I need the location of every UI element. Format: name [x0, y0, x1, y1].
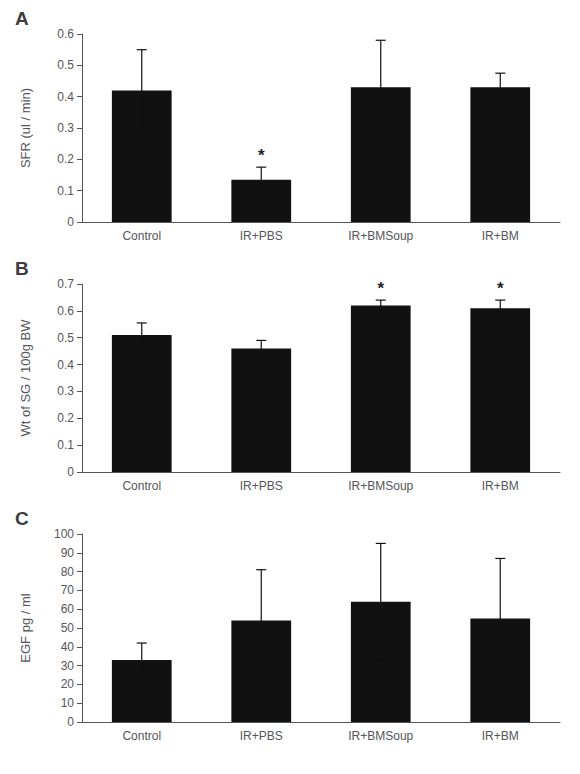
svg-text:0.3: 0.3 — [57, 121, 74, 135]
svg-text:0: 0 — [67, 465, 74, 479]
svg-text:60: 60 — [61, 602, 75, 616]
svg-text:0.1: 0.1 — [57, 438, 74, 452]
svg-text:0.5: 0.5 — [57, 58, 74, 72]
svg-text:C: C — [15, 508, 29, 529]
svg-text:0.7: 0.7 — [57, 277, 74, 291]
svg-text:IR+BM: IR+BM — [482, 729, 519, 743]
svg-text:100: 100 — [54, 527, 74, 541]
svg-text:*: * — [497, 279, 504, 298]
svg-text:A: A — [15, 8, 29, 29]
svg-text:0.1: 0.1 — [57, 184, 74, 198]
svg-text:50: 50 — [61, 621, 75, 635]
svg-text:0.4: 0.4 — [57, 90, 74, 104]
svg-text:0.6: 0.6 — [57, 304, 74, 318]
svg-text:0.3: 0.3 — [57, 384, 74, 398]
svg-text:SFR (ul / min): SFR (ul / min) — [18, 88, 33, 168]
svg-text:0: 0 — [67, 215, 74, 229]
svg-text:Control: Control — [122, 229, 161, 243]
svg-text:80: 80 — [61, 565, 75, 579]
svg-text:0.2: 0.2 — [57, 152, 74, 166]
svg-text:IR+BMSoup: IR+BMSoup — [348, 729, 413, 743]
svg-text:Control: Control — [122, 479, 161, 493]
svg-text:0.6: 0.6 — [57, 27, 74, 41]
svg-text:90: 90 — [61, 546, 75, 560]
svg-text:IR+BM: IR+BM — [482, 229, 519, 243]
svg-text:Wt of SG / 100g BW: Wt of SG / 100g BW — [18, 319, 33, 437]
svg-text:IR+BMSoup: IR+BMSoup — [348, 479, 413, 493]
svg-text:IR+PBS: IR+PBS — [240, 479, 283, 493]
svg-text:IR+PBS: IR+PBS — [240, 229, 283, 243]
svg-text:0.2: 0.2 — [57, 411, 74, 425]
svg-text:30: 30 — [61, 659, 75, 673]
svg-text:*: * — [258, 146, 265, 165]
svg-text:10: 10 — [61, 696, 75, 710]
svg-text:0.5: 0.5 — [57, 331, 74, 345]
svg-text:20: 20 — [61, 677, 75, 691]
svg-text:EGF pg / ml: EGF pg / ml — [18, 593, 33, 662]
svg-text:IR+BM: IR+BM — [482, 479, 519, 493]
svg-text:B: B — [15, 258, 29, 279]
svg-text:0.4: 0.4 — [57, 358, 74, 372]
svg-text:0: 0 — [67, 715, 74, 729]
svg-text:IR+BMSoup: IR+BMSoup — [348, 229, 413, 243]
svg-text:Control: Control — [122, 729, 161, 743]
svg-text:70: 70 — [61, 583, 75, 597]
svg-text:IR+PBS: IR+PBS — [240, 729, 283, 743]
svg-text:*: * — [377, 279, 384, 298]
svg-text:40: 40 — [61, 640, 75, 654]
